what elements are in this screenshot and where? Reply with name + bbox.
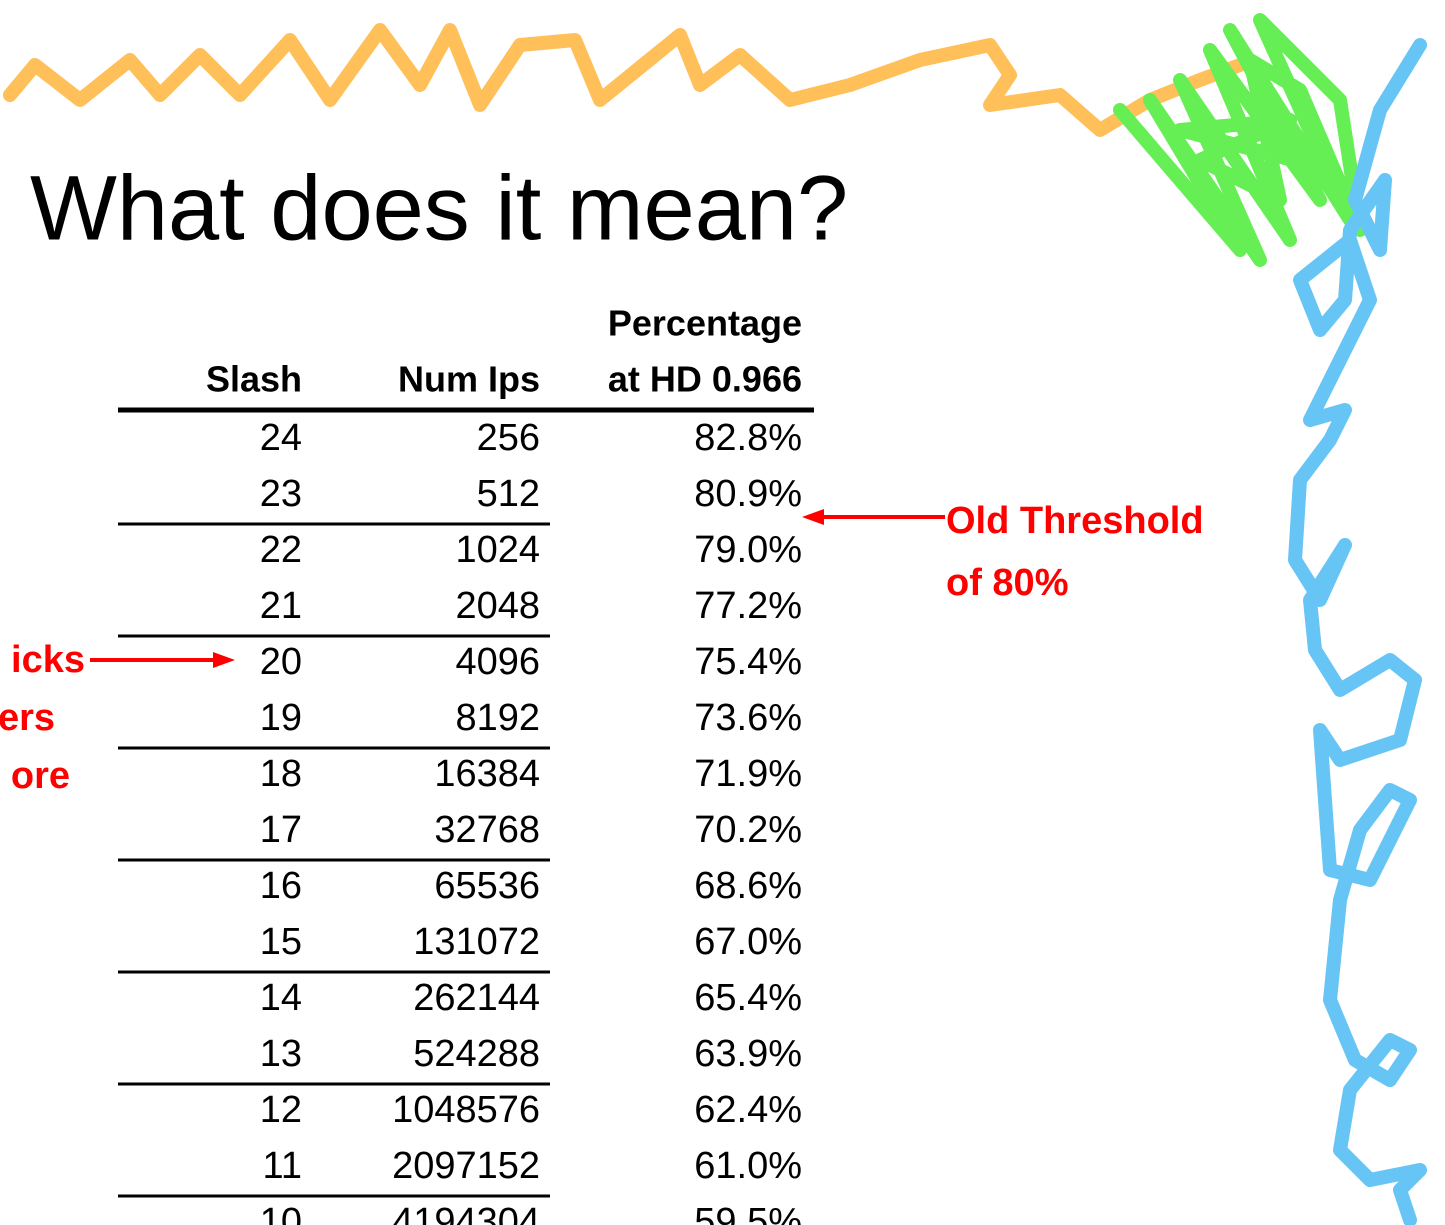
column-header: at HD 0.966 bbox=[608, 359, 802, 400]
table-cell: 61.0% bbox=[694, 1145, 802, 1187]
table-cell: 8192 bbox=[455, 697, 540, 739]
table-cell: 256 bbox=[477, 417, 540, 459]
table-cell: 16384 bbox=[434, 753, 540, 795]
table-cell: 1048576 bbox=[392, 1089, 540, 1131]
left-note: ore bbox=[11, 755, 70, 797]
data-table: Slash Num Ips Percentage at HD 0.966 24 256 82… bbox=[118, 303, 814, 1225]
left-note: ers bbox=[0, 697, 55, 739]
slide: What does it mean? Slash Num Ips Percentag… bbox=[0, 0, 1445, 1225]
table-cell: 10 bbox=[260, 1201, 302, 1225]
table-cell: 2097152 bbox=[392, 1145, 540, 1187]
table-cell: 14 bbox=[260, 977, 302, 1019]
slide-canvas: What does it mean? Slash Num Ips Percentag… bbox=[0, 0, 1445, 1225]
table-cell: 4194304 bbox=[392, 1201, 540, 1225]
column-header: Num Ips bbox=[398, 359, 540, 400]
table-cell: 63.9% bbox=[694, 1033, 802, 1075]
table-cell: 67.0% bbox=[694, 921, 802, 963]
table-cell: 32768 bbox=[434, 809, 540, 851]
table-cell: 4096 bbox=[455, 641, 540, 683]
table-cell: 512 bbox=[477, 473, 540, 515]
table-cell: 75.4% bbox=[694, 641, 802, 683]
table-cell: 79.0% bbox=[694, 529, 802, 571]
table-cell: 24 bbox=[260, 417, 302, 459]
table-cell: 22 bbox=[260, 529, 302, 571]
blue-loops bbox=[1295, 45, 1420, 1220]
green-scribble bbox=[1120, 20, 1360, 260]
table-cell: 20 bbox=[260, 641, 302, 683]
table-cell: 1024 bbox=[455, 529, 540, 571]
table-cell: 82.8% bbox=[694, 417, 802, 459]
slide-title: What does it mean? bbox=[30, 157, 848, 259]
left-arrowhead bbox=[213, 652, 235, 668]
table-cell: 77.2% bbox=[694, 585, 802, 627]
table-cell: 131072 bbox=[413, 921, 540, 963]
table-cell: 15 bbox=[260, 921, 302, 963]
table-cell: 2048 bbox=[455, 585, 540, 627]
table-cell: 11 bbox=[263, 1145, 302, 1187]
column-header: Slash bbox=[206, 359, 302, 400]
table-cell: 13 bbox=[260, 1033, 302, 1075]
table-cell: 59.5% bbox=[694, 1201, 802, 1225]
table-cell: 18 bbox=[260, 753, 302, 795]
table-cell: 65536 bbox=[434, 865, 540, 907]
table-cell: 21 bbox=[260, 585, 302, 627]
table-cell: 71.9% bbox=[694, 753, 802, 795]
table-cell: 524288 bbox=[413, 1033, 540, 1075]
table-cell: 16 bbox=[260, 865, 302, 907]
table-cell: 17 bbox=[260, 809, 302, 851]
table-cell: 12 bbox=[260, 1089, 302, 1131]
table-cell: 262144 bbox=[413, 977, 540, 1019]
table-cell: 70.2% bbox=[694, 809, 802, 851]
table-cell: 73.6% bbox=[694, 697, 802, 739]
threshold-note: of 80% bbox=[946, 562, 1068, 604]
table-cell: 68.6% bbox=[694, 865, 802, 907]
left-note: icks bbox=[11, 639, 85, 681]
threshold-arrowhead bbox=[802, 509, 824, 525]
orange-squiggle bbox=[10, 30, 1240, 130]
threshold-note: Old Threshold bbox=[946, 500, 1204, 542]
table-cell: 62.4% bbox=[694, 1089, 802, 1131]
table-cell: 80.9% bbox=[694, 473, 802, 515]
table-cell: 65.4% bbox=[694, 977, 802, 1019]
table-cell: 23 bbox=[260, 473, 302, 515]
column-header: Percentage bbox=[608, 303, 802, 344]
table-cell: 19 bbox=[260, 697, 302, 739]
